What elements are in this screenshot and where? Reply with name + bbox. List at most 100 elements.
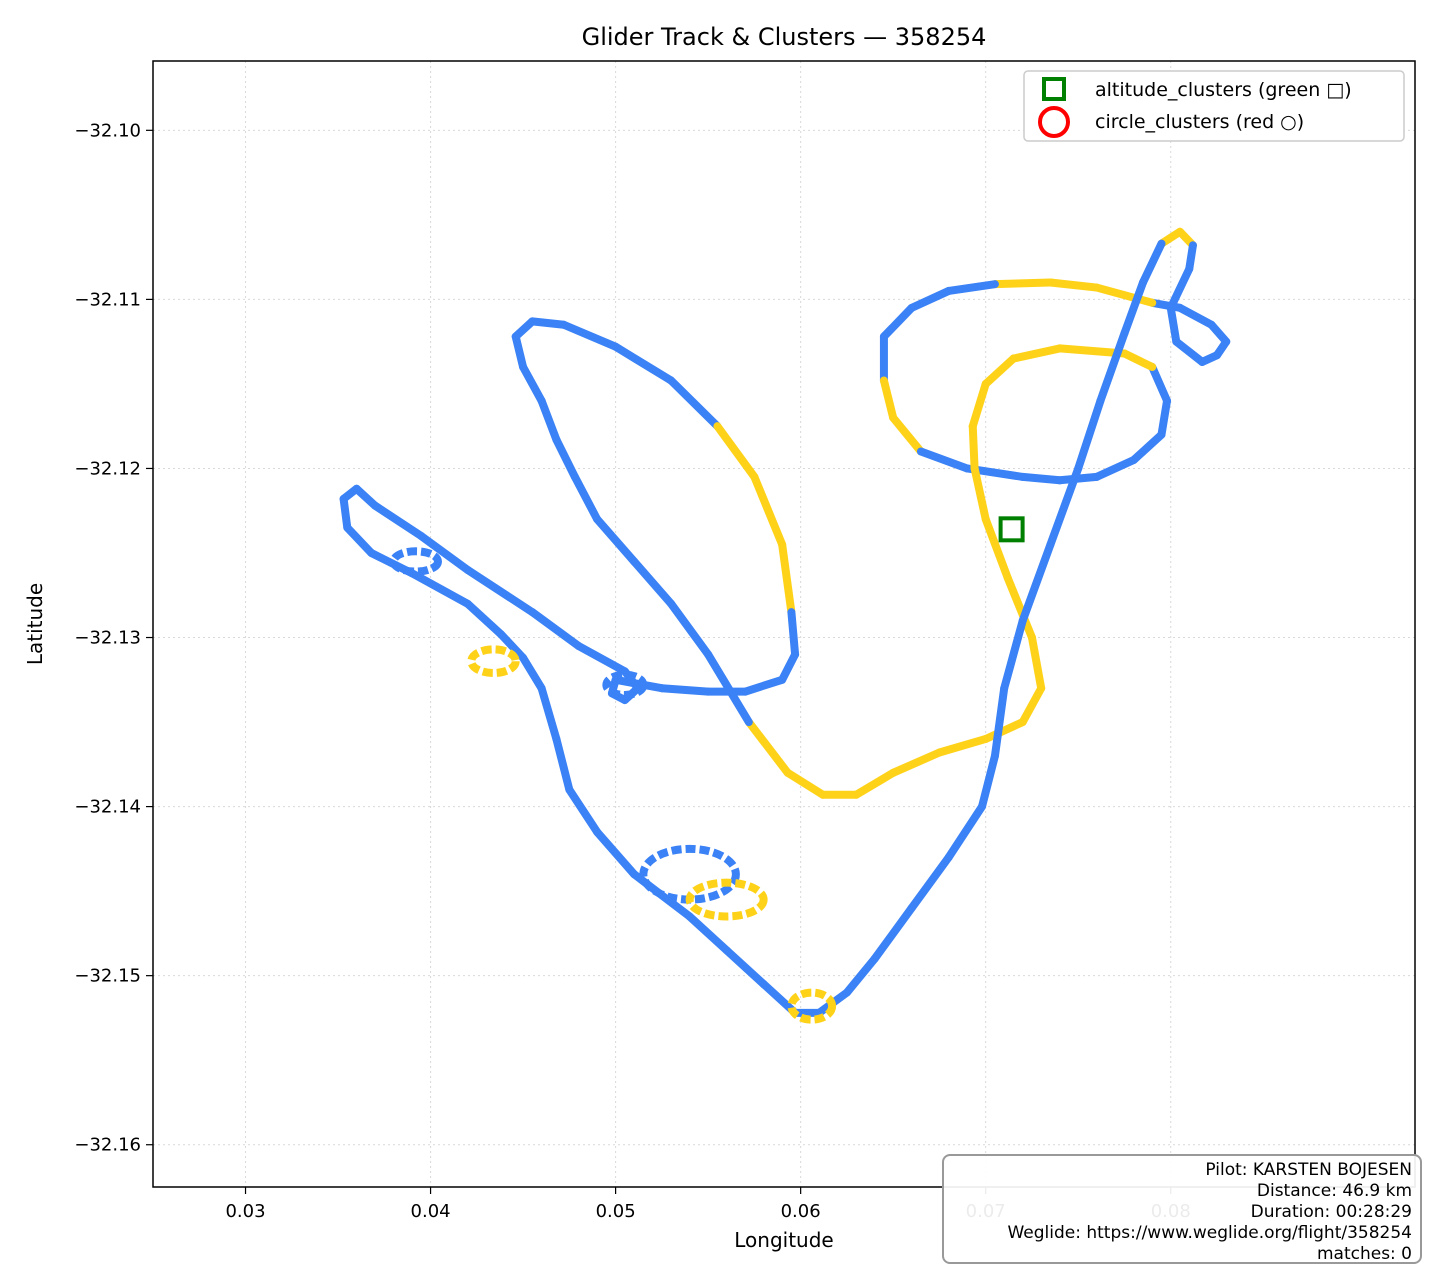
track-segment xyxy=(968,379,990,431)
track-segment xyxy=(889,748,944,777)
legend-marker-altitude xyxy=(1042,77,1066,101)
x-tick-label: 0.04 xyxy=(411,1201,451,1222)
track-segment xyxy=(528,608,583,650)
track-segment xyxy=(1157,396,1172,439)
legend: altitude_clusters (green □) circle_clust… xyxy=(1023,70,1405,142)
y-tick-label: −32.11 xyxy=(74,289,141,310)
track-segment xyxy=(593,827,639,879)
track-segment xyxy=(1092,283,1157,307)
track-segment xyxy=(944,280,999,295)
chart-title: Glider Track & Clusters — 358254 xyxy=(582,23,987,51)
track-segment xyxy=(787,608,800,659)
track-segment xyxy=(842,954,879,997)
track-segment xyxy=(657,684,713,696)
track-segment xyxy=(417,532,472,574)
track-segment xyxy=(1009,344,1064,363)
track-segment xyxy=(916,447,972,473)
track-segment xyxy=(970,464,990,524)
matches-text: matches: 0 xyxy=(1316,1244,1412,1264)
track-segment xyxy=(537,684,561,743)
track-segment xyxy=(1148,363,1172,405)
track-segment xyxy=(1175,303,1216,329)
track-segment xyxy=(1018,472,1064,485)
thermal-loop xyxy=(787,988,837,1024)
thermal-loop xyxy=(685,878,768,921)
track-segment xyxy=(741,675,787,696)
y-tick-label: −32.12 xyxy=(74,458,141,479)
track-segment xyxy=(511,332,528,372)
track-segment xyxy=(935,734,990,757)
legend-label-altitude: altitude_clusters (green □) xyxy=(1095,79,1352,101)
cluster-layer xyxy=(998,516,1025,543)
x-tick-label: 0.03 xyxy=(225,1201,265,1222)
track-segment xyxy=(496,630,528,662)
track-segment xyxy=(907,853,953,913)
thermal-loop xyxy=(389,547,442,576)
grid-lines xyxy=(153,61,1415,1187)
track-segment xyxy=(750,472,787,549)
pilot-text: Pilot: KARSTEN BOJESEN xyxy=(1205,1160,1412,1180)
track-segment xyxy=(1129,430,1166,465)
track-segment xyxy=(528,317,568,329)
track-segment xyxy=(463,599,505,639)
track-segment xyxy=(1138,239,1166,287)
track-segment xyxy=(343,523,376,557)
weglide-link[interactable]: Weglide: https://www.weglide.org/flight/… xyxy=(1007,1223,1412,1243)
track-segment xyxy=(722,946,768,989)
track-segment xyxy=(1166,303,1181,346)
track-segment xyxy=(1120,349,1157,372)
altitude-cluster-marker xyxy=(998,516,1025,543)
track-layer xyxy=(339,227,1231,1024)
track-segment xyxy=(1074,396,1105,473)
thermal-loop xyxy=(467,645,520,678)
track-segment xyxy=(463,565,537,617)
track-segment xyxy=(944,802,986,862)
track-segment xyxy=(968,422,979,473)
legend-frame xyxy=(1023,70,1405,142)
track-segment xyxy=(352,484,380,510)
x-axis-label: Longitude xyxy=(734,1228,833,1252)
track-segment xyxy=(879,303,916,341)
track-segment xyxy=(852,768,898,799)
track-segment xyxy=(778,650,800,684)
track-segment xyxy=(870,904,916,963)
track-segment xyxy=(981,354,1018,388)
track-segment xyxy=(1018,540,1055,625)
track-segment xyxy=(552,435,579,481)
track-segment xyxy=(1092,456,1138,481)
track-segment xyxy=(744,718,792,777)
legend-label-circle: circle_clusters (red ○) xyxy=(1095,111,1304,133)
y-axis-label: Latitude xyxy=(23,583,47,665)
track-segment xyxy=(778,540,796,617)
track-segment xyxy=(574,641,629,676)
track-segment xyxy=(537,396,561,444)
track-segment xyxy=(667,599,713,659)
track-segment xyxy=(990,684,1009,760)
track-segment xyxy=(1000,616,1027,693)
track-segment xyxy=(611,342,676,385)
track-segment xyxy=(519,363,546,405)
track-segment xyxy=(783,768,827,799)
track-segment xyxy=(1096,329,1129,405)
track-segment xyxy=(990,278,1055,289)
track-segment xyxy=(565,785,602,836)
x-tick-label: 0.06 xyxy=(781,1201,821,1222)
track-segment xyxy=(408,569,472,608)
track-segment xyxy=(630,557,676,608)
y-axis: −32.10 −32.11 −32.12 −32.13 −32.14 −32.15 −32.… xyxy=(74,120,153,1156)
y-tick-label: −32.10 xyxy=(74,120,141,141)
track-segment xyxy=(339,494,352,532)
track-segment xyxy=(1027,633,1046,693)
track-segment xyxy=(1003,574,1036,642)
track-segment xyxy=(570,472,602,524)
track-segment xyxy=(1148,298,1184,312)
track-segment xyxy=(1018,684,1046,727)
track-segment xyxy=(713,422,759,481)
plot-frame xyxy=(152,60,1416,1188)
track-segment xyxy=(981,718,1027,743)
track-segment xyxy=(519,653,546,693)
track-segment xyxy=(667,376,722,431)
legend-marker-circle xyxy=(1038,106,1070,138)
track-segment xyxy=(879,376,898,422)
